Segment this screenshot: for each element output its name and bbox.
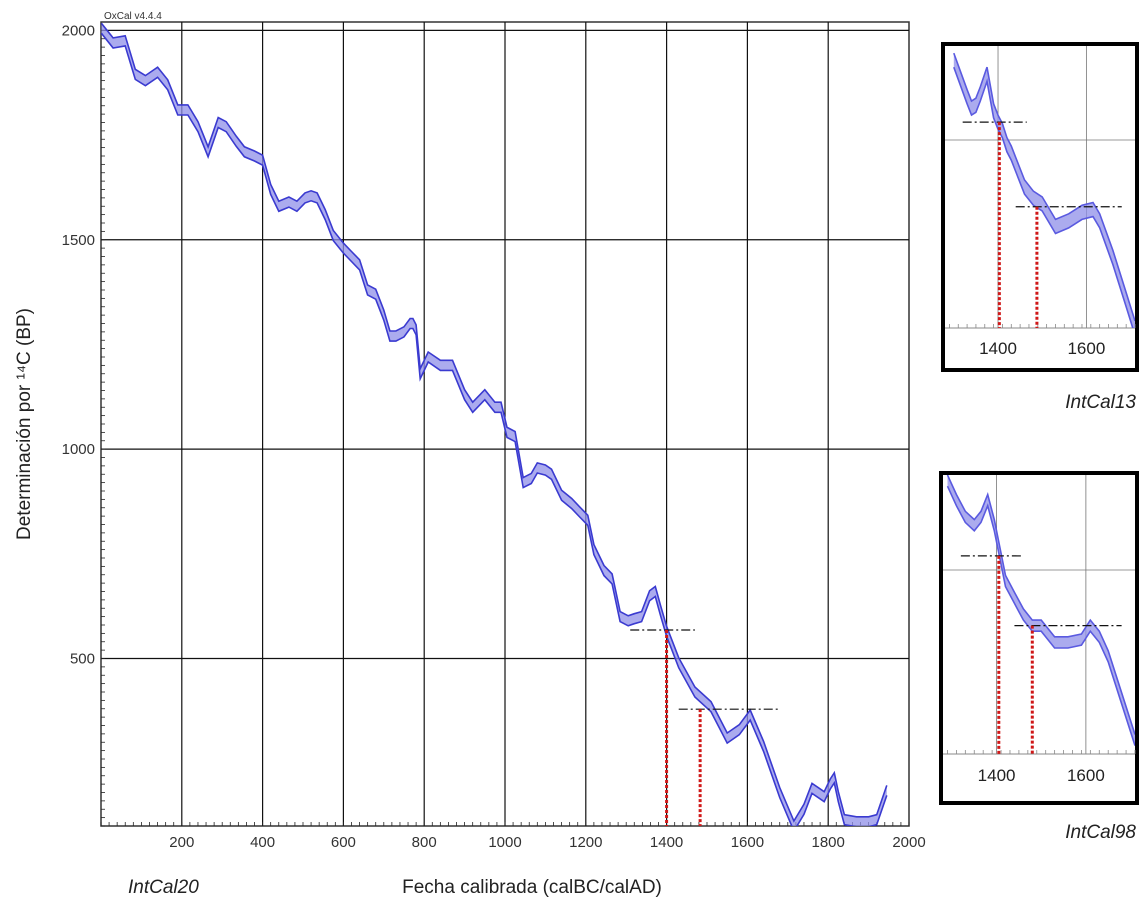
x-tick-label: 2000 <box>892 834 925 851</box>
main-y-tick-labels: 500 1000 1500 2000 <box>62 22 95 667</box>
inset1-annotations <box>962 121 1122 328</box>
x-tick-label: 400 <box>250 834 275 851</box>
y-tick-label: 1000 <box>62 441 95 458</box>
inset-intcal13: 1400 1600 IntCal13 <box>941 42 1139 413</box>
inset-intcal98: 1400 1600 IntCal98 <box>939 471 1139 843</box>
x-tick-label: 1400 <box>978 766 1016 785</box>
curve-upper-edge <box>953 52 1135 322</box>
curve-upper-edge <box>946 475 1135 735</box>
caption-intcal98: IntCal98 <box>1065 822 1136 843</box>
x-tick-label: 200 <box>169 834 194 851</box>
curve-lower-edge <box>953 66 1134 328</box>
x-tick-label: 1000 <box>488 834 521 851</box>
y-tick-label: 1500 <box>62 232 95 249</box>
x-tick-label: 1400 <box>979 339 1017 358</box>
inset2-x-tick-labels: 1400 1600 <box>978 766 1105 785</box>
x-tick-label: 1800 <box>812 834 845 851</box>
inset1-x-tick-labels: 1400 1600 <box>979 339 1105 358</box>
x-tick-label: 1600 <box>1067 339 1105 358</box>
version-label: OxCal v4.4.4 <box>104 11 162 22</box>
x-tick-label: 1600 <box>1067 766 1105 785</box>
inset2-series <box>946 475 1135 746</box>
x-tick-label: 1200 <box>569 834 602 851</box>
x-tick-label: 800 <box>412 834 437 851</box>
calibration-curve <box>101 22 888 826</box>
main-annotations <box>630 629 780 826</box>
x-tick-label: 600 <box>331 834 356 851</box>
curve-lower-edge <box>946 485 1135 746</box>
curve-lower-edge <box>101 32 888 826</box>
main-series <box>101 22 888 826</box>
y-tick-label: 2000 <box>62 22 95 39</box>
calibration-curve <box>946 475 1135 746</box>
x-tick-label: 1400 <box>650 834 683 851</box>
main-x-tick-labels: 200 400 600 800 1000 1200 1400 1600 1800 2000 <box>169 834 925 851</box>
curve-upper-edge <box>101 22 888 823</box>
x-tick-label: 1600 <box>731 834 764 851</box>
inset2-annotations <box>960 555 1122 754</box>
main-chart: 200 400 600 800 1000 1200 1400 1600 1800 2000 500… <box>14 11 926 898</box>
y-tick-label: 500 <box>70 651 95 668</box>
y-axis-label: Determinación por ¹⁴C (BP) <box>14 308 35 540</box>
caption-intcal20: IntCal20 <box>128 877 199 898</box>
inset2-grid <box>943 475 1136 755</box>
x-axis-label: Fecha calibrada (calBC/calAD) <box>402 877 662 898</box>
caption-intcal13: IntCal13 <box>1065 392 1136 413</box>
